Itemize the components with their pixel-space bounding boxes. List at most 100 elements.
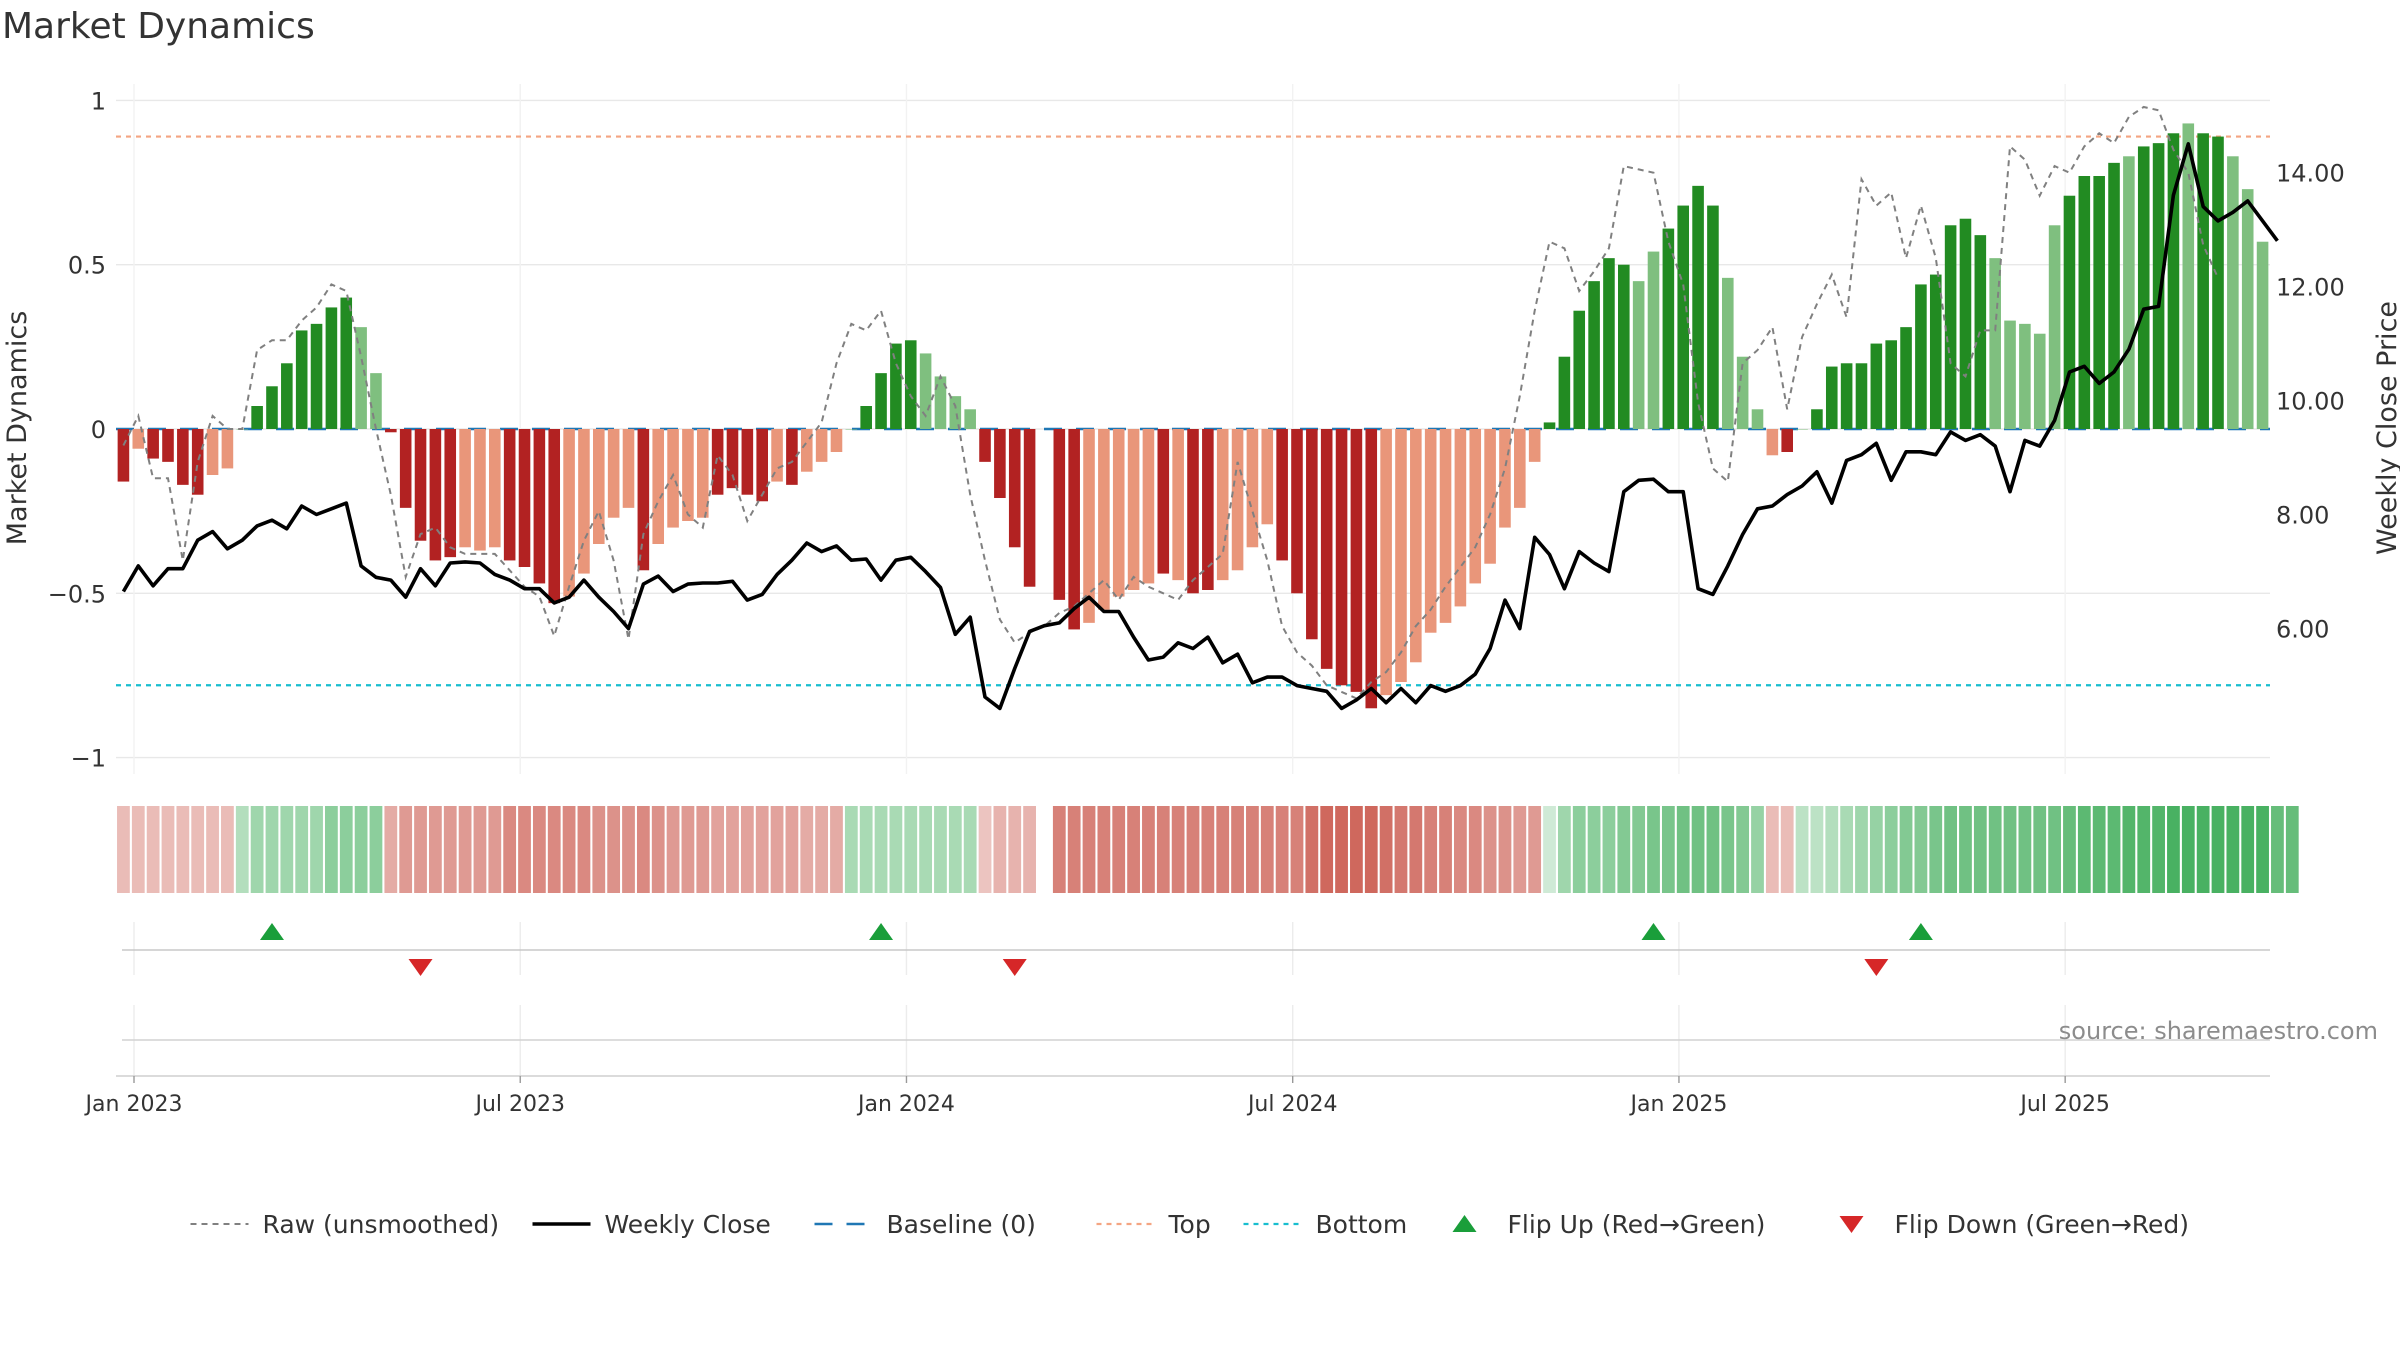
bar xyxy=(1603,258,1615,429)
strip-cell xyxy=(1617,806,1631,893)
strip-cell xyxy=(592,806,606,893)
bar xyxy=(1261,429,1274,525)
bar xyxy=(2256,241,2269,429)
bar xyxy=(2078,176,2091,429)
bar xyxy=(355,327,367,429)
strip-cell xyxy=(2033,806,2047,893)
bar xyxy=(2063,195,2076,429)
strip-cell xyxy=(622,806,635,893)
legend-label: Bottom xyxy=(1316,1210,1408,1239)
strip-cell xyxy=(696,806,710,893)
strip-cell xyxy=(651,806,665,893)
strip-cell xyxy=(1557,806,1571,893)
bar xyxy=(1796,429,1808,430)
bar xyxy=(340,297,353,429)
strip-cell xyxy=(131,806,145,893)
strip-cell xyxy=(2077,806,2091,893)
bar xyxy=(1276,429,1288,561)
strip-cell xyxy=(1513,806,1527,893)
raw-series xyxy=(122,105,2219,700)
y-tick-label: 1 xyxy=(91,87,106,115)
bar xyxy=(1439,429,1452,623)
strip-cell xyxy=(1067,806,1081,893)
strip-cell xyxy=(978,806,992,893)
x-tick-label: Jul 2025 xyxy=(2018,1092,2110,1117)
bar xyxy=(1915,284,1927,429)
strip-cell xyxy=(532,806,546,893)
strip-cell xyxy=(1914,806,1928,893)
strip-cell xyxy=(117,806,130,893)
bar xyxy=(1825,366,1838,429)
bar xyxy=(1187,429,1199,594)
bar xyxy=(2004,320,2016,429)
strip-cell xyxy=(770,806,784,893)
flip-down-marker xyxy=(1864,959,1889,976)
bar xyxy=(310,323,323,429)
flip-up-marker xyxy=(1908,923,1933,940)
bar xyxy=(370,373,382,429)
bar xyxy=(325,307,338,429)
strip-cell xyxy=(726,806,739,893)
legend-swatch xyxy=(1839,1216,1864,1233)
bar xyxy=(637,429,650,571)
strip-cell xyxy=(221,806,234,893)
legend-item: Bottom xyxy=(1243,1210,1408,1239)
bar xyxy=(1900,327,1912,429)
bar xyxy=(518,429,531,567)
bar xyxy=(2152,143,2165,429)
bar xyxy=(414,429,427,541)
strip-cell xyxy=(1052,806,1066,893)
strip-cell xyxy=(354,806,368,893)
strip-cell xyxy=(1647,806,1660,893)
strip-cell xyxy=(414,806,427,893)
strip-cell xyxy=(1572,806,1586,893)
strip-cell xyxy=(1751,806,1764,893)
bar xyxy=(1068,429,1080,630)
bar xyxy=(2123,156,2135,430)
bar xyxy=(1216,429,1229,581)
bar xyxy=(1929,274,1942,429)
bar xyxy=(1023,429,1036,587)
strip-cell xyxy=(2107,806,2121,893)
strip-cell xyxy=(325,806,338,893)
axes: 1 0.5 0 −0.5 −1 14.00 12.00 10.00 8.00 6.00 xyxy=(48,87,2345,772)
strip-cell xyxy=(2167,806,2180,893)
bar xyxy=(2093,176,2105,429)
strip-cell xyxy=(1439,806,1452,893)
strip-cell xyxy=(1676,806,1690,893)
y-axis-label: Market Dynamics xyxy=(2,311,33,546)
bar xyxy=(1588,281,1600,429)
strip-cell xyxy=(1023,806,1036,893)
bar xyxy=(162,429,174,462)
bar xyxy=(904,340,917,429)
strip-cell xyxy=(607,806,621,893)
strip-cell xyxy=(1869,806,1883,893)
y2-tick-label: 12.00 xyxy=(2276,273,2345,301)
legend-label: Flip Up (Red→Green) xyxy=(1508,1210,1766,1239)
bar xyxy=(1811,409,1823,429)
strip-cell xyxy=(1335,806,1348,893)
flip-up-marker xyxy=(1641,923,1666,940)
bar xyxy=(489,429,501,548)
bar xyxy=(1543,422,1556,429)
legend-item: Baseline (0) xyxy=(814,1210,1036,1239)
bar xyxy=(741,429,754,495)
strip-cell xyxy=(1587,806,1601,893)
bar xyxy=(1736,356,1749,429)
strip-cell xyxy=(859,806,873,893)
y2-tick-label: 6.00 xyxy=(2276,616,2329,644)
bar-series xyxy=(117,123,2269,709)
bar xyxy=(503,429,516,561)
bar xyxy=(2108,162,2120,429)
strip-cell xyxy=(473,806,487,893)
legend-label: Top xyxy=(1168,1210,1211,1239)
strip-cell xyxy=(235,806,249,893)
bar xyxy=(815,429,828,462)
bar xyxy=(429,429,442,561)
bar xyxy=(1410,429,1422,663)
strip-cell xyxy=(250,806,264,893)
bar xyxy=(1573,310,1586,429)
bar xyxy=(964,409,976,429)
bar xyxy=(444,429,457,558)
flip-down-marker xyxy=(408,959,433,976)
